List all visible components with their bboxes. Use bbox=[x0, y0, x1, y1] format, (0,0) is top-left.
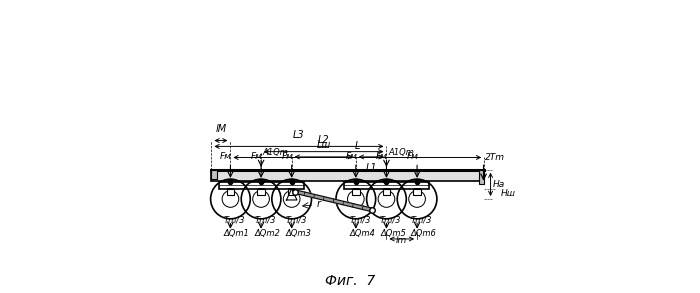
Bar bbox=[211, 170, 217, 179]
Text: Fм: Fм bbox=[346, 152, 358, 161]
Text: Tm/3: Tm/3 bbox=[224, 216, 246, 225]
Text: ΔQm4: ΔQm4 bbox=[349, 229, 375, 238]
Bar bbox=[352, 189, 360, 195]
Text: Tm/3: Tm/3 bbox=[411, 216, 432, 225]
Text: lМ: lМ bbox=[216, 124, 227, 134]
Text: L3: L3 bbox=[293, 130, 304, 140]
Bar bbox=[288, 189, 295, 195]
Text: r: r bbox=[316, 199, 321, 209]
Bar bbox=[258, 189, 265, 195]
Text: ΔQm5: ΔQm5 bbox=[380, 229, 406, 238]
Bar bbox=[344, 182, 429, 189]
Text: Tm/3: Tm/3 bbox=[349, 216, 371, 225]
Text: ΔQm3: ΔQm3 bbox=[286, 229, 311, 238]
Text: 2Tm: 2Tm bbox=[485, 153, 505, 162]
Bar bbox=[211, 170, 484, 181]
Text: Tm/3: Tm/3 bbox=[255, 216, 276, 225]
Text: L2: L2 bbox=[318, 135, 330, 145]
Bar bbox=[413, 189, 421, 195]
Text: Ha: Ha bbox=[493, 180, 505, 189]
Text: Fм: Fм bbox=[281, 152, 293, 161]
Bar bbox=[479, 170, 484, 184]
Polygon shape bbox=[295, 190, 372, 212]
Text: Fм: Fм bbox=[220, 152, 232, 161]
Text: ΔQm1: ΔQm1 bbox=[224, 229, 250, 238]
Text: А1Qm: А1Qm bbox=[389, 148, 414, 157]
Text: Lш: Lш bbox=[316, 140, 331, 151]
Text: ΔQm6: ΔQm6 bbox=[411, 229, 437, 238]
Text: А1Qm: А1Qm bbox=[262, 148, 288, 157]
Text: Tm/3: Tm/3 bbox=[286, 216, 307, 225]
Bar bbox=[227, 189, 235, 195]
Text: Tm/3: Tm/3 bbox=[380, 216, 402, 225]
Text: L: L bbox=[355, 141, 360, 151]
Text: lm: lm bbox=[396, 236, 407, 245]
Text: L1: L1 bbox=[365, 163, 377, 173]
Bar bbox=[383, 189, 390, 195]
Text: Hш: Hш bbox=[500, 189, 515, 198]
Text: ΔQm2: ΔQm2 bbox=[255, 229, 281, 238]
Text: Fм: Fм bbox=[376, 152, 388, 161]
Bar bbox=[218, 182, 304, 189]
Text: Фиг.  7: Фиг. 7 bbox=[325, 274, 375, 288]
Text: Fм: Fм bbox=[407, 152, 419, 161]
Text: Fм: Fм bbox=[251, 152, 262, 161]
